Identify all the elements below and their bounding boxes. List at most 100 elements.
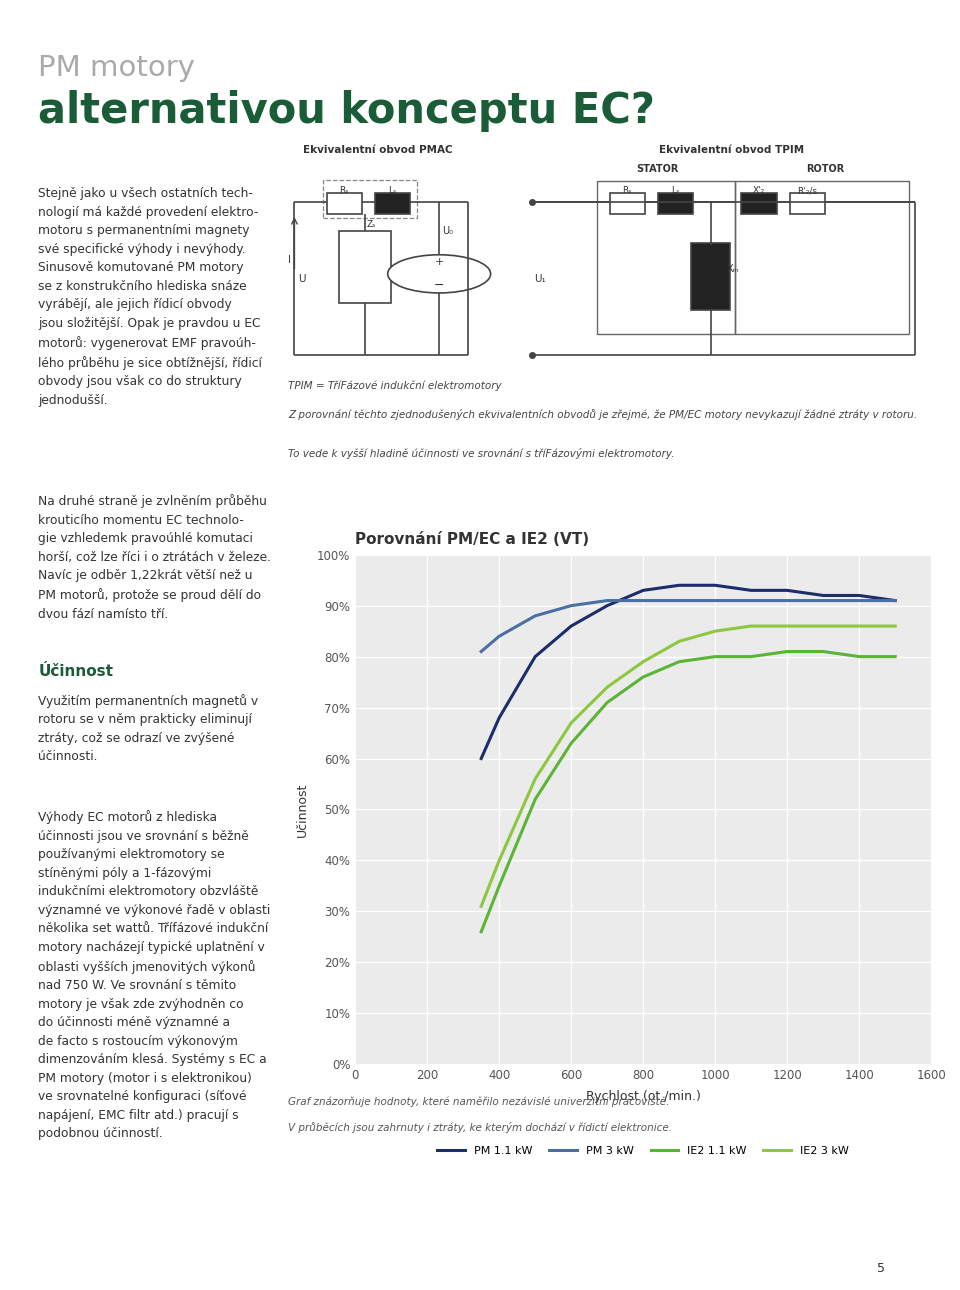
Text: −: −: [434, 280, 444, 293]
Text: Účinnost: Účinnost: [38, 664, 113, 680]
IE2 1.1 kW: [746, 649, 757, 664]
Bar: [610, 192, 645, 214]
Text: 5: 5: [876, 1262, 885, 1275]
Text: Lₛ: Lₛ: [671, 186, 680, 195]
Bar: [741, 192, 777, 214]
IE2 3 kW: [889, 618, 900, 633]
IE2 3 kW: [637, 654, 649, 670]
PM 3 kW: [781, 593, 793, 609]
PM 1.1 kW: [601, 599, 613, 614]
IE2 1.1 kW: [674, 654, 685, 670]
PM 3 kW: [530, 608, 541, 623]
PM 3 kW: [637, 593, 649, 609]
PM 1.1 kW: [709, 578, 721, 593]
Text: Graf znázorňuje hodnoty, které naměřilo nezávislé univerzitni pracoviště.: Graf znázorňuje hodnoty, které naměřilo …: [288, 1096, 669, 1107]
Bar: [790, 192, 825, 214]
IE2 3 kW: [709, 623, 721, 639]
Text: +: +: [435, 257, 444, 267]
IE2 1.1 kW: [530, 792, 541, 808]
Text: Rₛ: Rₛ: [339, 186, 348, 195]
PM 1.1 kW: [674, 578, 685, 593]
Text: Na druhé straně je zvlněním průběhu
krouticího momentu EC technolo-
gie vzhledem: Na druhé straně je zvlněním průběhu krou…: [38, 494, 272, 620]
IE2 1.1 kW: [889, 649, 900, 664]
IE2 3 kW: [601, 680, 613, 695]
Text: Z porovnání těchto zjednodušených ekvivalentních obvodů je zřejmé, že PM/EC moto: Z porovnání těchto zjednodušených ekviva…: [288, 409, 917, 421]
IE2 3 kW: [746, 618, 757, 633]
IE2 3 kW: [781, 618, 793, 633]
IE2 1.1 kW: [637, 670, 649, 685]
Text: Porovnání PM/EC a IE2 (VT): Porovnání PM/EC a IE2 (VT): [355, 531, 589, 547]
IE2 3 kW: [674, 633, 685, 649]
Bar: [735, 181, 909, 334]
Y-axis label: Učinnost: Učinnost: [296, 782, 308, 837]
PM 3 kW: [853, 593, 865, 609]
Text: PM motory: PM motory: [38, 54, 196, 83]
Text: Ekvivalentní obvod PMAC: Ekvivalentní obvod PMAC: [303, 144, 453, 155]
PM 1.1 kW: [853, 588, 865, 604]
Legend: PM 1.1 kW, PM 3 kW, IE2 1.1 kW, IE2 3 kW: PM 1.1 kW, PM 3 kW, IE2 1.1 kW, IE2 3 kW: [433, 1142, 853, 1161]
Text: X'₂: X'₂: [753, 186, 765, 195]
Text: To vede k vyšší hladině účinnosti ve srovnání s tříFázovými elektromotory.: To vede k vyšší hladině účinnosti ve sro…: [288, 448, 675, 459]
PM 3 kW: [601, 593, 613, 609]
IE2 1.1 kW: [601, 695, 613, 711]
Text: Ekvivalentní obvod TPIM: Ekvivalentní obvod TPIM: [660, 144, 804, 155]
Text: Lₛ: Lₛ: [388, 186, 396, 195]
Text: Rₛ: Rₛ: [622, 186, 632, 195]
IE2 3 kW: [475, 899, 487, 915]
Line: PM 1.1 kW: PM 1.1 kW: [481, 586, 895, 759]
Text: U₁: U₁: [535, 273, 546, 284]
PM 3 kW: [475, 644, 487, 659]
PM 1.1 kW: [781, 583, 793, 599]
Text: U: U: [298, 273, 305, 284]
PM 1.1 kW: [889, 593, 900, 609]
IE2 1.1 kW: [565, 735, 577, 751]
IE2 1.1 kW: [853, 649, 865, 664]
Bar: [340, 231, 391, 303]
Text: alternativou konceptu EC?: alternativou konceptu EC?: [38, 90, 656, 133]
PM 1.1 kW: [818, 588, 829, 604]
X-axis label: Rychlost (ot./min.): Rychlost (ot./min.): [586, 1090, 701, 1103]
PM 1.1 kW: [530, 649, 541, 664]
Text: ROTOR: ROTOR: [806, 164, 844, 174]
IE2 1.1 kW: [493, 878, 505, 894]
Bar: [324, 179, 417, 218]
Bar: [691, 243, 730, 310]
Text: Zₛ: Zₛ: [367, 221, 376, 230]
IE2 1.1 kW: [475, 924, 487, 939]
PM 1.1 kW: [746, 583, 757, 599]
Line: PM 3 kW: PM 3 kW: [481, 601, 895, 651]
PM 1.1 kW: [475, 751, 487, 766]
Text: Využitím permanentních magnetů v
rotoru se v něm prakticky eliminují
ztráty, což: Využitím permanentních magnetů v rotoru …: [38, 694, 258, 764]
PM 3 kW: [746, 593, 757, 609]
Text: R'₂/s: R'₂/s: [797, 186, 817, 195]
Text: Xₘ: Xₘ: [727, 264, 739, 273]
Circle shape: [388, 255, 491, 293]
PM 3 kW: [493, 628, 505, 644]
PM 1.1 kW: [565, 618, 577, 633]
PM 3 kW: [709, 593, 721, 609]
IE2 3 kW: [818, 618, 829, 633]
Text: U₀: U₀: [443, 226, 453, 236]
Bar: [374, 192, 410, 214]
PM 3 kW: [818, 593, 829, 609]
IE2 3 kW: [530, 771, 541, 787]
PM 1.1 kW: [493, 710, 505, 725]
Bar: [326, 192, 362, 214]
Text: Výhody EC motorů z hlediska
účinnosti jsou ve srovnání s běžně
používanými elekt: Výhody EC motorů z hlediska účinnosti js…: [38, 810, 271, 1140]
Line: IE2 1.1 kW: IE2 1.1 kW: [481, 651, 895, 931]
IE2 3 kW: [493, 853, 505, 868]
Bar: [597, 181, 735, 334]
Text: Stejně jako u všech ostatních tech-
nologií má každé provedení elektro-
motoru s: Stejně jako u všech ostatních tech- nolo…: [38, 187, 262, 406]
Bar: [658, 192, 693, 214]
Text: I: I: [288, 254, 291, 264]
IE2 1.1 kW: [781, 644, 793, 659]
PM 3 kW: [565, 599, 577, 614]
Text: TPIM = TříFázové indukční elektromotory: TPIM = TříFázové indukční elektromotory: [288, 381, 502, 391]
PM 3 kW: [674, 593, 685, 609]
IE2 3 kW: [565, 715, 577, 730]
IE2 1.1 kW: [709, 649, 721, 664]
PM 3 kW: [889, 593, 900, 609]
PM 1.1 kW: [637, 583, 649, 599]
Text: V průběcích jsou zahrnuty i ztráty, ke kterým dochází v řídictí elektronice.: V průběcích jsou zahrnuty i ztráty, ke k…: [288, 1122, 672, 1134]
Line: IE2 3 kW: IE2 3 kW: [481, 626, 895, 907]
